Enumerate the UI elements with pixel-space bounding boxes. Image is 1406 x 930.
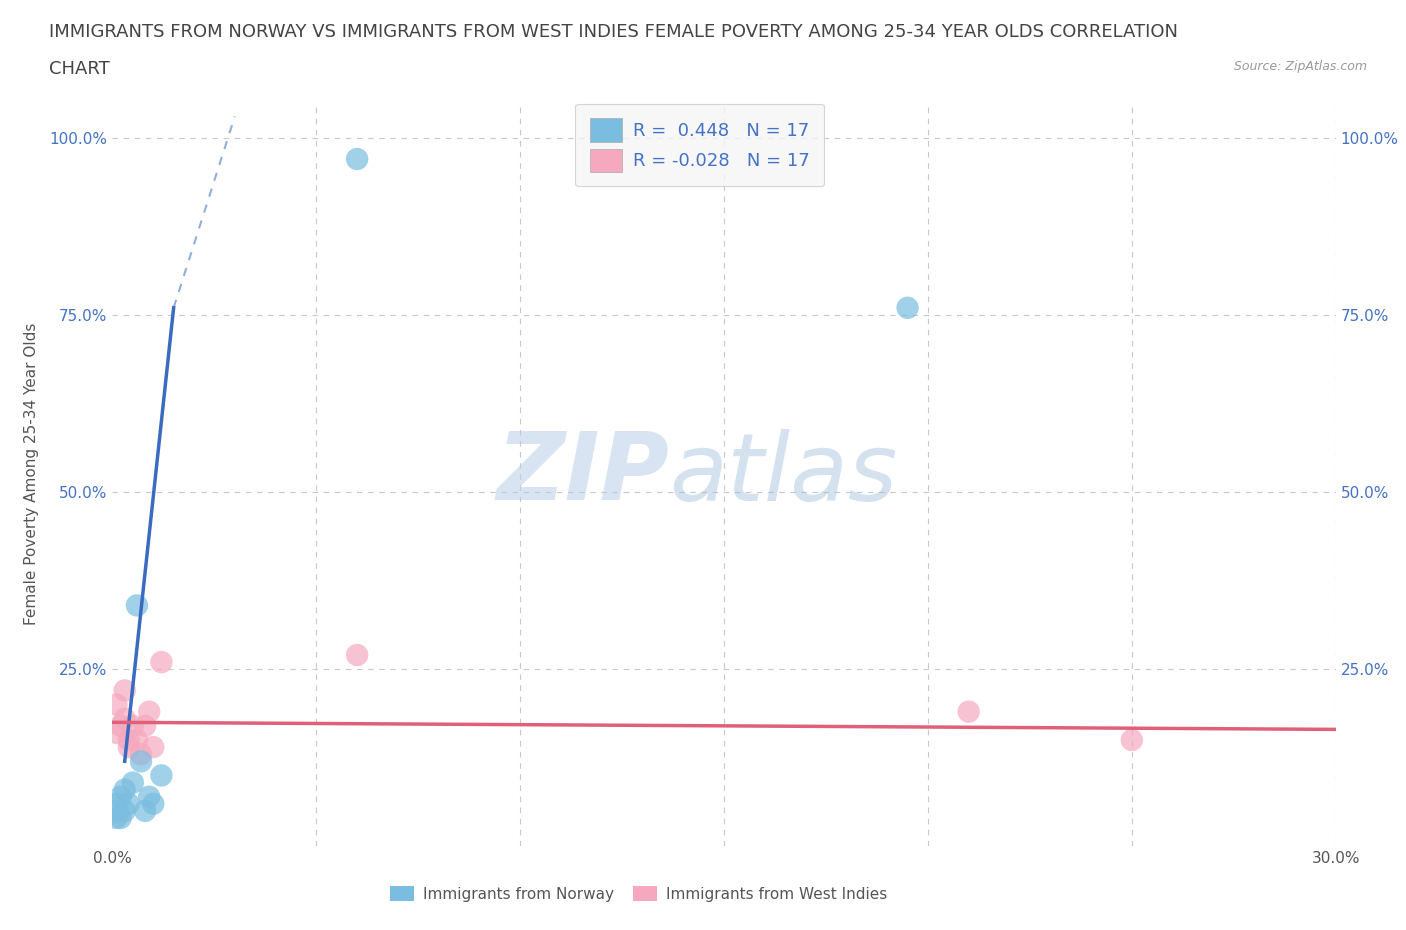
Point (125, 598, 148, 613)
Point (114, 804, 136, 818)
Point (114, 683, 136, 698)
Point (110, 790, 132, 804)
Point (118, 733, 141, 748)
Point (150, 768, 173, 783)
Point (118, 796, 141, 811)
Y-axis label: Female Poverty Among 25-34 Year Olds: Female Poverty Among 25-34 Year Olds (24, 323, 38, 626)
Point (114, 782, 136, 797)
Point (1121, 733, 1143, 748)
Point (105, 725, 128, 740)
Point (129, 747, 152, 762)
Point (142, 796, 165, 811)
Point (134, 718, 156, 733)
Point (957, 704, 980, 719)
Text: CHART: CHART (49, 60, 110, 78)
Text: atlas: atlas (669, 429, 897, 520)
Point (346, 647, 368, 662)
Legend: Immigrants from Norway, Immigrants from West Indies: Immigrants from Norway, Immigrants from … (382, 878, 896, 910)
Point (105, 811, 128, 826)
Point (134, 804, 156, 818)
Point (897, 300, 920, 315)
Point (105, 804, 128, 818)
Point (125, 733, 148, 748)
Point (346, 152, 368, 166)
Point (105, 796, 128, 811)
Text: ZIP: ZIP (496, 429, 669, 520)
Point (110, 811, 132, 826)
Point (122, 775, 145, 790)
Point (118, 739, 141, 754)
Point (122, 718, 145, 733)
Text: IMMIGRANTS FROM NORWAY VS IMMIGRANTS FROM WEST INDIES FEMALE POVERTY AMONG 25-34: IMMIGRANTS FROM NORWAY VS IMMIGRANTS FRO… (49, 23, 1178, 41)
Point (138, 704, 160, 719)
Text: Source: ZipAtlas.com: Source: ZipAtlas.com (1233, 60, 1367, 73)
Point (110, 718, 132, 733)
Point (150, 655, 173, 670)
Point (105, 698, 128, 712)
Point (142, 739, 165, 754)
Point (129, 754, 152, 769)
Point (114, 711, 136, 726)
Point (138, 790, 160, 804)
